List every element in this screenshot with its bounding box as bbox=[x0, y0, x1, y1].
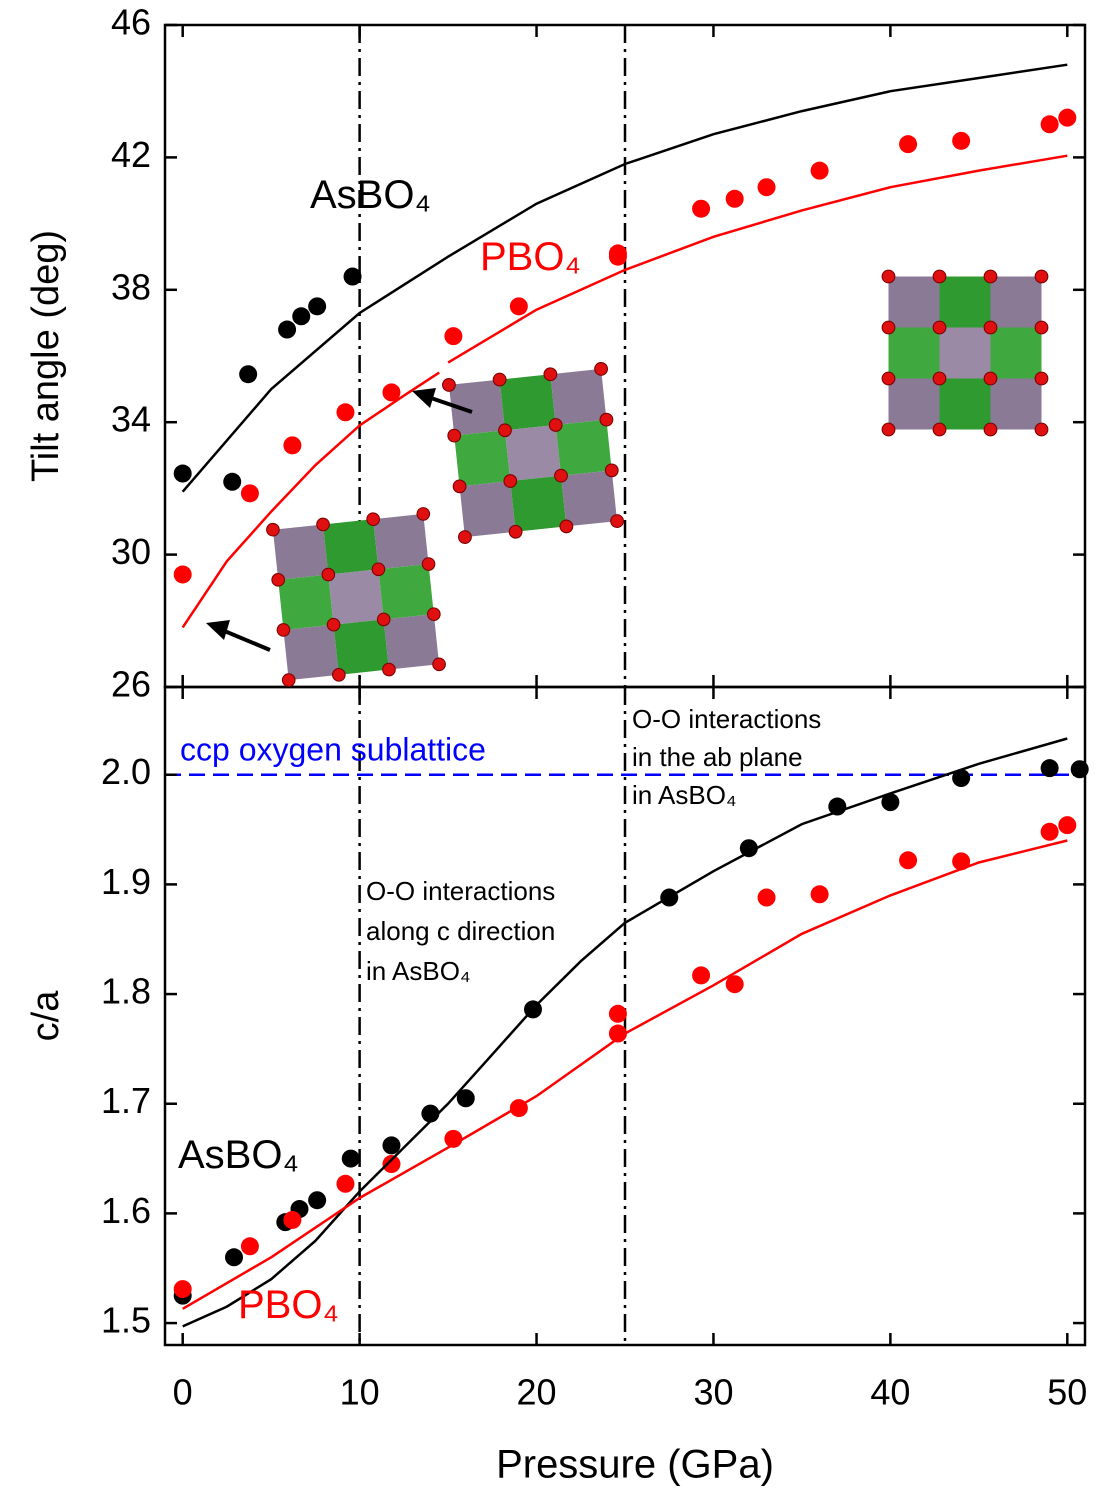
data-point bbox=[692, 966, 710, 984]
annotation-line: in AsBO₄ bbox=[632, 780, 737, 810]
x-tick-label: 20 bbox=[517, 1372, 557, 1413]
y-tick-label: 1.7 bbox=[101, 1080, 151, 1121]
crystal-inset bbox=[266, 507, 446, 687]
data-point bbox=[283, 436, 301, 454]
annotation-line: in the ab plane bbox=[632, 742, 803, 772]
annotation: PBO₄ bbox=[480, 235, 581, 279]
y-tick-label: 1.9 bbox=[101, 861, 151, 902]
y-tick-label: 38 bbox=[111, 266, 151, 307]
data-point bbox=[726, 190, 744, 208]
annotation-line: in AsBO₄ bbox=[366, 956, 471, 986]
data-point bbox=[308, 1191, 326, 1209]
y-tick-label: 34 bbox=[111, 399, 151, 440]
y-axis-title: c/a bbox=[25, 990, 67, 1042]
y-axis-title: Tilt angle (deg) bbox=[25, 230, 67, 482]
crystal-inset bbox=[442, 362, 624, 544]
data-point bbox=[1058, 816, 1076, 834]
data-point bbox=[758, 889, 776, 907]
annotation-line: PBO₄ bbox=[238, 1283, 339, 1327]
x-tick-label: 10 bbox=[340, 1372, 380, 1413]
insets bbox=[206, 270, 1048, 687]
annotation-line: AsBO₄ bbox=[178, 1133, 299, 1177]
annotation-line: AsBO₄ bbox=[310, 173, 431, 217]
annotation: O-O interactions in the ab plane in AsBO₄ bbox=[632, 704, 821, 810]
annotation: O-O interactions along c direction in AsBO… bbox=[366, 876, 555, 986]
plot-area: 26 30 34 38 42 46 Tilt angle (deg) AsBO₄ PBO₄ ccp… bbox=[25, 2, 1089, 1487]
data-point bbox=[899, 135, 917, 153]
data-point bbox=[308, 297, 326, 315]
chart: 26 30 34 38 42 46 Tilt angle (deg) AsBO₄ PBO₄ ccp… bbox=[0, 0, 1097, 1501]
data-point bbox=[278, 321, 296, 339]
data-point bbox=[223, 473, 241, 491]
crystal-inset bbox=[882, 270, 1048, 436]
data-point bbox=[758, 178, 776, 196]
data-point bbox=[174, 465, 192, 483]
annotation-line: PBO₄ bbox=[480, 235, 581, 279]
data-point bbox=[692, 200, 710, 218]
data-point bbox=[336, 1175, 354, 1193]
x-axis-title: Pressure (GPa) bbox=[496, 1443, 774, 1487]
data-point bbox=[241, 484, 259, 502]
x-tick-label: 50 bbox=[1047, 1372, 1087, 1413]
data-point bbox=[444, 327, 462, 345]
y-tick-label: 1.8 bbox=[101, 971, 151, 1012]
data-point bbox=[225, 1248, 243, 1266]
data-point bbox=[292, 307, 310, 325]
data-point bbox=[811, 885, 829, 903]
y-tick-label: 46 bbox=[111, 2, 151, 43]
x-tick-label: 30 bbox=[693, 1372, 733, 1413]
data-point bbox=[174, 565, 192, 583]
data-point bbox=[382, 1155, 400, 1173]
data-point bbox=[239, 365, 257, 383]
data-point bbox=[1041, 115, 1059, 133]
annotation: AsBO₄ bbox=[178, 1133, 299, 1177]
data-point bbox=[899, 851, 917, 869]
data-point bbox=[609, 1005, 627, 1023]
data-point bbox=[342, 1150, 360, 1168]
data-point bbox=[283, 1211, 301, 1229]
annotation: PBO₄ bbox=[238, 1283, 339, 1327]
data-point bbox=[336, 403, 354, 421]
annotation: AsBO₄ bbox=[310, 173, 431, 217]
data-point bbox=[382, 1136, 400, 1154]
y-tick-label: 42 bbox=[111, 134, 151, 175]
data-point bbox=[510, 297, 528, 315]
annotation-line: O-O interactions bbox=[366, 876, 555, 906]
annotation-line: along c direction bbox=[366, 916, 555, 946]
x-tick-label: 40 bbox=[870, 1372, 910, 1413]
annotation-line: O-O interactions bbox=[632, 704, 821, 734]
data-point bbox=[174, 1280, 192, 1298]
x-tick-label: 0 bbox=[173, 1372, 193, 1413]
y-tick-label: 2.0 bbox=[101, 751, 151, 792]
reference-label: ccp oxygen sublattice bbox=[180, 732, 486, 768]
data-point bbox=[1041, 823, 1059, 841]
y-tick-label: 1.5 bbox=[101, 1300, 151, 1341]
y-tick-label: 30 bbox=[111, 531, 151, 572]
data-point bbox=[811, 162, 829, 180]
y-tick-label: 1.6 bbox=[101, 1190, 151, 1231]
data-point bbox=[241, 1237, 259, 1255]
y-tick-label: 26 bbox=[111, 664, 151, 705]
data-point bbox=[1041, 759, 1059, 777]
data-point bbox=[952, 132, 970, 150]
data-point bbox=[609, 244, 627, 262]
data-point bbox=[344, 268, 362, 286]
data-point bbox=[1058, 109, 1076, 127]
